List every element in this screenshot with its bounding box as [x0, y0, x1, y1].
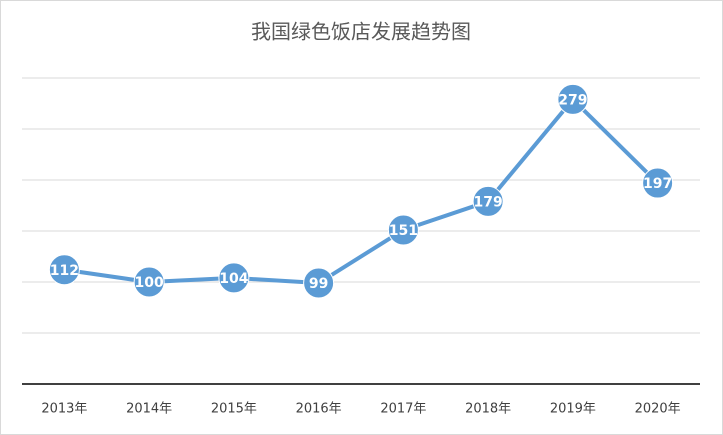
- data-label: 197: [643, 176, 672, 192]
- data-label: 151: [389, 223, 418, 239]
- x-tick-label: 2019年: [550, 402, 596, 417]
- data-point: [133, 266, 165, 298]
- data-label: 279: [558, 92, 587, 108]
- x-tick-label: 2017年: [380, 402, 426, 417]
- x-tick-label: 2018年: [465, 402, 511, 417]
- data-point: [557, 83, 589, 115]
- data-label: 104: [219, 271, 248, 287]
- data-label: 179: [474, 194, 503, 210]
- data-point: [642, 167, 674, 199]
- data-point: [48, 254, 80, 286]
- data-label: 99: [309, 276, 328, 292]
- x-tick-label: 2016年: [296, 402, 342, 417]
- data-point: [218, 262, 250, 294]
- data-label: 112: [50, 263, 79, 279]
- x-tick-label: 2015年: [211, 402, 257, 417]
- x-tick-label: 2020年: [635, 402, 681, 417]
- x-tick-label: 2014年: [126, 402, 172, 417]
- chart-title: 我国绿色饭店发展趋势图: [251, 20, 471, 44]
- data-point: [387, 214, 419, 246]
- data-label: 100: [135, 275, 164, 291]
- data-point: [303, 267, 335, 299]
- x-tick-label: 2013年: [41, 402, 87, 417]
- data-point: [472, 185, 504, 217]
